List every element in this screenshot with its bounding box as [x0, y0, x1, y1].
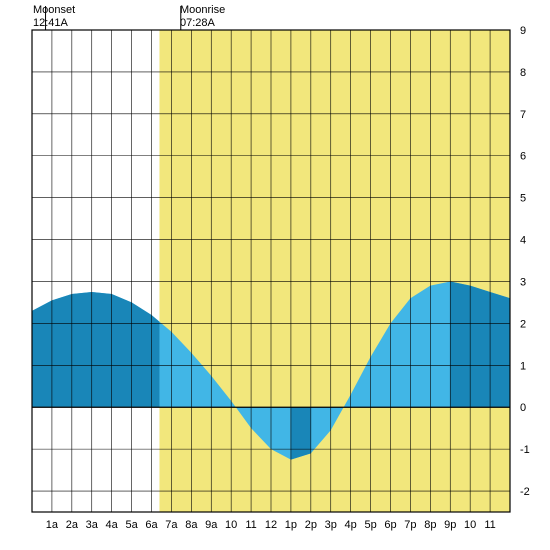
moonset-time: 12:41A [33, 17, 68, 29]
x-tick-label: 3p [325, 519, 337, 531]
y-tick-label: 3 [520, 276, 526, 288]
moonrise-time: 07:28A [180, 17, 215, 29]
y-tick-label: 7 [520, 109, 526, 121]
daylight-band [159, 30, 510, 512]
y-tick-label: 1 [520, 360, 526, 372]
tide-chart: Moonset 12:41A Moonrise 07:28A 1a2a3a4a5… [0, 0, 550, 550]
x-tick-label: 9p [444, 519, 456, 531]
x-tick-label: 6a [145, 519, 158, 531]
x-tick-label: 5p [364, 519, 376, 531]
tide-area-dark [291, 407, 311, 459]
moonset-label: Moonset 12:41A [33, 4, 75, 30]
x-tick-label: 3a [86, 519, 99, 531]
x-tick-label: 7a [165, 519, 178, 531]
tide-area-dark [450, 281, 510, 407]
moonrise-title: Moonrise [180, 4, 225, 16]
x-tick-label: 5a [125, 519, 138, 531]
x-tick-label: 10 [464, 519, 476, 531]
y-tick-label: 4 [520, 235, 526, 247]
x-tick-label: 12 [265, 519, 277, 531]
y-tick-label: -1 [520, 444, 530, 456]
x-tick-label: 4p [345, 519, 357, 531]
moonrise-label: Moonrise 07:28A [180, 4, 225, 30]
chart-svg: 1a2a3a4a5a6a7a8a9a1011121p2p3p4p5p6p7p8p… [0, 0, 550, 550]
x-tick-label: 2p [305, 519, 317, 531]
y-tick-label: 0 [520, 402, 526, 414]
x-tick-label: 11 [245, 519, 256, 531]
x-tick-label: 6p [384, 519, 396, 531]
y-tick-label: -2 [520, 486, 530, 498]
y-tick-label: 6 [520, 151, 526, 163]
x-tick-label: 4a [106, 519, 119, 531]
y-tick-label: 2 [520, 318, 526, 330]
x-tick-label: 8a [185, 519, 198, 531]
x-tick-label: 9a [205, 519, 218, 531]
x-tick-label: 2a [66, 519, 79, 531]
x-tick-label: 8p [424, 519, 436, 531]
y-tick-label: 8 [520, 67, 526, 79]
tide-area-dark [32, 292, 159, 407]
moonset-title: Moonset [33, 4, 75, 16]
x-tick-label: 1a [46, 519, 59, 531]
y-tick-label: 5 [520, 193, 526, 205]
x-tick-label: 10 [225, 519, 237, 531]
x-tick-label: 1p [285, 519, 297, 531]
x-tick-label: 11 [484, 519, 495, 531]
y-tick-label: 9 [520, 25, 526, 37]
x-tick-label: 7p [404, 519, 416, 531]
